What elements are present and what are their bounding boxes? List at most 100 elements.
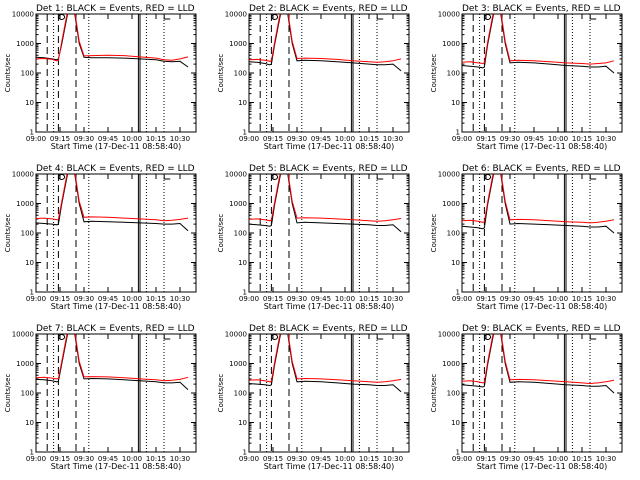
y-tick-label: 10: [451, 419, 460, 427]
x-tick-label: 09:00: [239, 455, 259, 463]
x-tick-label: 09:45: [524, 135, 544, 143]
plot-frame: [248, 333, 410, 453]
x-tick-label: 09:15: [50, 135, 70, 143]
x-axis-label: Start Time (17-Dec-11 08:58:40): [264, 462, 395, 471]
x-tick-label: 10:00: [122, 455, 142, 463]
x-tick-label: 09:15: [263, 135, 283, 143]
plot-frame: [461, 13, 623, 133]
y-tick-label: 1000: [442, 40, 460, 48]
x-tick-label: 10:30: [383, 135, 403, 143]
event-end-marker: [589, 175, 597, 180]
x-tick-label: 09:45: [524, 295, 544, 303]
panel-7: Det 7: BLACK = Events, RED = LLD 1 10 100 10…: [4, 324, 197, 471]
x-tick-label: 09:15: [476, 295, 496, 303]
x-tick-label: 09:00: [26, 455, 46, 463]
y-tick-label: 1: [30, 289, 34, 297]
series-line-lld: [462, 334, 615, 385]
plot-frame: [461, 333, 623, 453]
x-tick-label: 10:15: [359, 455, 379, 463]
x-tick-label: 09:30: [500, 295, 520, 303]
x-tick-label: 10:00: [122, 135, 142, 143]
y-tick-label: 100: [447, 70, 460, 78]
series-line-lld: [249, 334, 402, 383]
event-start-marker: [271, 334, 279, 340]
panel-2: Det 2: BLACK = Events, RED = LLD 1 10 100 10…: [217, 4, 410, 151]
panel-9: Det 9: BLACK = Events, RED = LLD 1 10 100 10…: [430, 324, 623, 471]
x-tick-label: 09:30: [287, 455, 307, 463]
x-tick-label: 10:30: [596, 295, 616, 303]
y-axis-label: Counts/sec: [430, 54, 438, 93]
x-tick-label: 09:30: [500, 135, 520, 143]
series-line-lld: [36, 334, 189, 382]
x-tick-label: 09:00: [239, 135, 259, 143]
y-tick-label: 100: [234, 390, 247, 398]
series-line-lld: [249, 174, 402, 222]
x-tick-label: 10:15: [572, 135, 592, 143]
event-end-marker: [376, 175, 384, 180]
series-line-events: [249, 14, 402, 72]
y-tick-label: 100: [21, 230, 34, 238]
y-axis-label: Counts/sec: [217, 214, 225, 253]
x-tick-label: 10:30: [596, 455, 616, 463]
y-tick-label: 10: [238, 99, 247, 107]
y-axis-label: Counts/sec: [430, 374, 438, 413]
x-tick-label: 10:30: [596, 135, 616, 143]
y-tick-label: 10000: [438, 171, 460, 179]
event-start-marker: [58, 174, 66, 180]
x-tick-label: 09:45: [98, 295, 118, 303]
x-tick-label: 09:30: [74, 135, 94, 143]
event-end-marker: [163, 175, 171, 180]
x-tick-label: 09:45: [98, 135, 118, 143]
x-tick-label: 10:15: [146, 455, 166, 463]
x-axis-label: Start Time (17-Dec-11 08:58:40): [51, 142, 182, 151]
series-line-events: [36, 14, 189, 68]
event-end-marker: [376, 335, 384, 340]
y-tick-label: 1000: [16, 360, 34, 368]
y-tick-label: 1000: [16, 200, 34, 208]
y-tick-label: 10: [238, 259, 247, 267]
x-tick-label: 10:15: [572, 295, 592, 303]
x-tick-label: 10:00: [548, 135, 568, 143]
y-axis-label: Counts/sec: [430, 214, 438, 253]
x-tick-label: 10:00: [122, 295, 142, 303]
series-line-events: [36, 174, 189, 232]
y-tick-label: 10: [238, 419, 247, 427]
panel-title: Det 6: BLACK = Events, RED = LLD: [462, 164, 621, 174]
x-tick-label: 10:00: [335, 135, 355, 143]
event-end-marker: [163, 335, 171, 340]
x-tick-label: 10:30: [383, 455, 403, 463]
x-tick-label: 10:15: [146, 135, 166, 143]
x-tick-label: 09:15: [263, 295, 283, 303]
y-tick-label: 100: [21, 70, 34, 78]
x-tick-label: 10:00: [548, 295, 568, 303]
y-tick-label: 10: [25, 99, 34, 107]
event-end-marker: [163, 15, 171, 20]
x-tick-label: 09:00: [239, 295, 259, 303]
x-axis-label: Start Time (17-Dec-11 08:58:40): [51, 302, 182, 311]
y-tick-label: 10000: [12, 11, 34, 19]
x-tick-label: 09:30: [74, 295, 94, 303]
y-tick-label: 10000: [225, 11, 247, 19]
y-tick-label: 1: [243, 129, 247, 137]
plot-frame: [248, 13, 410, 133]
panel-3: Det 3: BLACK = Events, RED = LLD 1 10 100 10…: [430, 4, 623, 151]
y-tick-label: 100: [21, 390, 34, 398]
x-tick-label: 10:15: [572, 455, 592, 463]
series-line-lld: [462, 14, 615, 65]
panel-title: Det 3: BLACK = Events, RED = LLD: [462, 4, 621, 14]
panel-title: Det 7: BLACK = Events, RED = LLD: [36, 324, 195, 334]
event-start-marker: [58, 14, 66, 20]
y-tick-label: 10000: [438, 11, 460, 19]
x-axis-label: Start Time (17-Dec-11 08:58:40): [477, 462, 608, 471]
series-line-events: [249, 174, 402, 233]
x-tick-label: 09:00: [452, 455, 472, 463]
y-tick-label: 10000: [12, 171, 34, 179]
event-start-marker: [484, 174, 492, 180]
y-tick-label: 100: [447, 230, 460, 238]
y-axis-label: Counts/sec: [4, 214, 12, 253]
panel-6: Det 6: BLACK = Events, RED = LLD 1 10 100 10…: [430, 164, 623, 311]
plot-frame: [35, 333, 197, 453]
y-tick-label: 1000: [442, 200, 460, 208]
panel-1: Det 1: BLACK = Events, RED = LLD 1 10 100 10…: [4, 4, 197, 151]
